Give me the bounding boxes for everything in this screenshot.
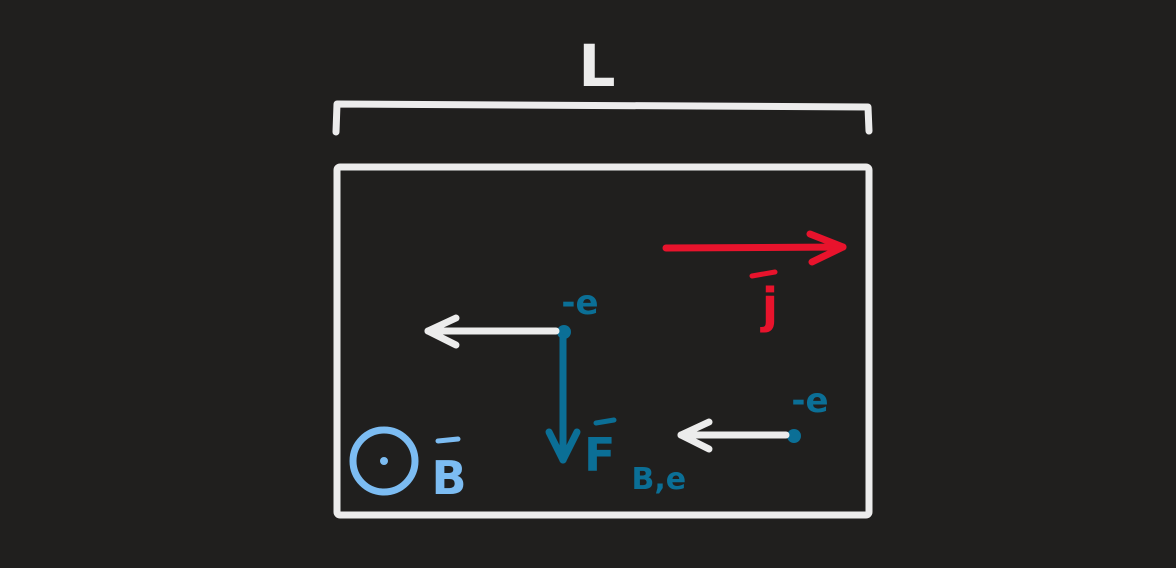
current-density-arrow — [662, 230, 847, 266]
field-dot — [380, 457, 388, 465]
current-density-vector-mark — [749, 269, 778, 279]
force-vector-mark — [593, 417, 617, 426]
electron-1: -e — [557, 283, 599, 339]
conductor-box — [333, 163, 873, 519]
field-label: B — [431, 451, 466, 505]
length-bracket — [332, 100, 873, 136]
electron-2-dot — [787, 429, 801, 443]
force-label: F B,e — [584, 428, 686, 497]
force-label-main: F — [584, 428, 615, 482]
field-out-of-page-icon — [349, 426, 419, 496]
electron-2: -e — [787, 381, 829, 443]
electron-2-velocity-arrow — [677, 418, 790, 453]
force-label-subscript: B,e — [631, 462, 686, 497]
current-density-label: j — [760, 278, 778, 334]
magnetic-field-symbol — [349, 426, 419, 496]
electron-1-velocity-arrow — [424, 314, 560, 349]
magnetic-force-arrow — [545, 334, 581, 464]
electron-1-label: -e — [561, 283, 598, 323]
field-vector-mark — [435, 436, 461, 444]
length-label: L — [579, 32, 616, 100]
electron-2-label: -e — [791, 381, 828, 421]
electron-1-dot — [557, 325, 571, 339]
